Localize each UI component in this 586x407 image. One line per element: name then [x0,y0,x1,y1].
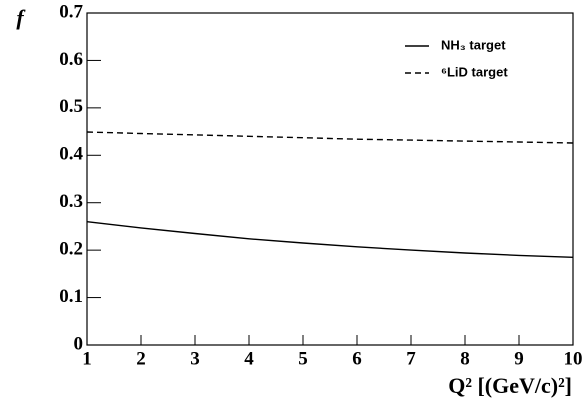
x-tick-label: 8 [460,348,470,369]
y-tick-label: 0.5 [59,96,83,117]
plot-frame [86,12,574,346]
x-tick-label: 6 [352,348,362,369]
data-line [86,221,574,258]
x-tick-label: 4 [244,348,254,369]
y-tick-label: 0 [74,333,84,354]
x-tick-label: 3 [190,348,200,369]
y-tick-label: 0.6 [59,49,83,70]
y-tick-label: 0.1 [59,286,83,307]
data-line [86,131,574,144]
legend-label: ⁶LiD target [441,64,508,79]
x-tick-label: 9 [514,348,524,369]
y-tick-label: 0.3 [59,191,83,212]
x-tick-label: 5 [298,348,308,369]
x-tick-label: 7 [406,348,416,369]
y-axis-label: f [16,5,26,30]
legend-label: NH₃ target [441,37,506,52]
y-tick-label: 0.4 [59,144,83,165]
y-tick-label: 0.7 [59,1,83,22]
y-tick-label: 0.2 [59,239,83,260]
x-axis-label: Q² [(GeV/c)²] [448,373,572,398]
x-tick-label: 10 [564,348,583,369]
x-tick-label: 2 [136,348,146,369]
x-tick-label: 1 [82,348,92,369]
